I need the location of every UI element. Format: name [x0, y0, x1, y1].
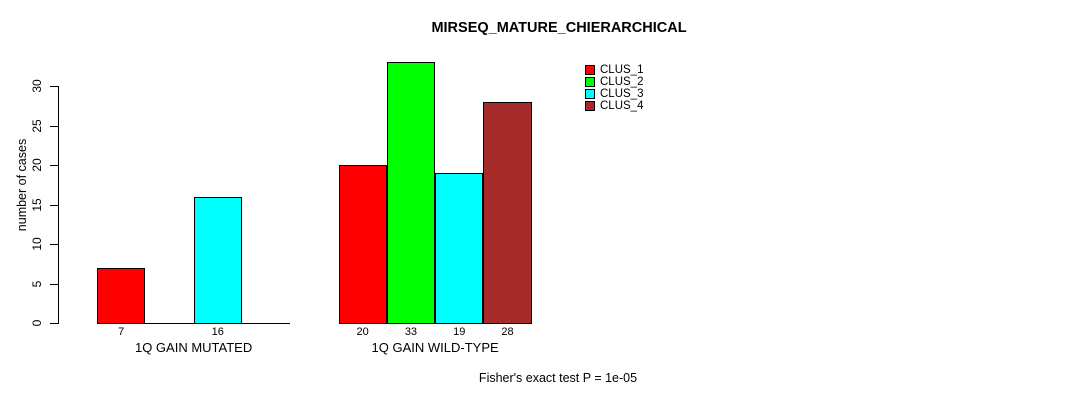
- y-tick: [50, 86, 58, 88]
- legend-label: CLUS_2: [600, 76, 644, 88]
- y-tick: [50, 204, 58, 206]
- legend-swatch-clus_4: [585, 101, 595, 111]
- y-tick-label: 25: [30, 118, 44, 133]
- legend-label: CLUS_1: [600, 64, 644, 76]
- y-tick: [50, 165, 58, 167]
- bar-value-label: 7: [118, 326, 125, 338]
- y-tick-label: 0: [30, 319, 44, 327]
- x-group-label-mutated: 1Q GAIN MUTATED: [134, 340, 253, 355]
- legend-swatch-clus_3: [585, 89, 595, 99]
- bar-value-label: 20: [356, 326, 369, 338]
- legend-item-clus_1: CLUS_1: [585, 64, 644, 76]
- legend-label: CLUS_3: [600, 88, 644, 100]
- y-tick-label: 30: [30, 79, 44, 93]
- bar-clus_3-group1: [193, 196, 242, 324]
- bar-value-label: 16: [211, 326, 224, 338]
- legend-item-clus_3: CLUS_3: [585, 88, 644, 100]
- legend: CLUS_1 CLUS_2 CLUS_3 CLUS_4: [585, 64, 644, 113]
- y-tick-label: 10: [30, 237, 44, 251]
- y-tick-label: 15: [30, 197, 44, 212]
- bar-clus_3-group2: [435, 172, 484, 324]
- y-tick-label: 20: [30, 158, 44, 172]
- bar-value-label: 33: [404, 326, 418, 338]
- y-tick: [50, 125, 58, 127]
- legend-swatch-clus_2: [585, 77, 595, 87]
- chart-title: MIRSEQ_MATURE_CHIERARCHICAL: [431, 20, 687, 36]
- legend-item-clus_2: CLUS_2: [585, 76, 644, 88]
- bar-clus_2-group2: [386, 62, 436, 324]
- bar-clus_1-group1: [97, 267, 146, 324]
- bar-value-label: 28: [501, 326, 514, 338]
- y-tick: [50, 323, 58, 325]
- bar-clus_4-group2: [483, 101, 532, 324]
- footnote: Fisher's exact test P = 1e-05: [478, 371, 638, 385]
- bar-clus_1-group2: [338, 165, 387, 324]
- y-tick-label: 5: [30, 280, 44, 287]
- y-axis-line: [57, 86, 59, 324]
- legend-item-clus_4: CLUS_4: [585, 100, 644, 112]
- bar-value-label: 19: [453, 326, 466, 338]
- legend-swatch-clus_1: [585, 65, 595, 75]
- y-tick: [50, 283, 58, 285]
- legend-label: CLUS_4: [600, 100, 644, 112]
- y-tick: [50, 244, 58, 246]
- x-group-label-wild-type: 1Q GAIN WILD-TYPE: [371, 340, 499, 355]
